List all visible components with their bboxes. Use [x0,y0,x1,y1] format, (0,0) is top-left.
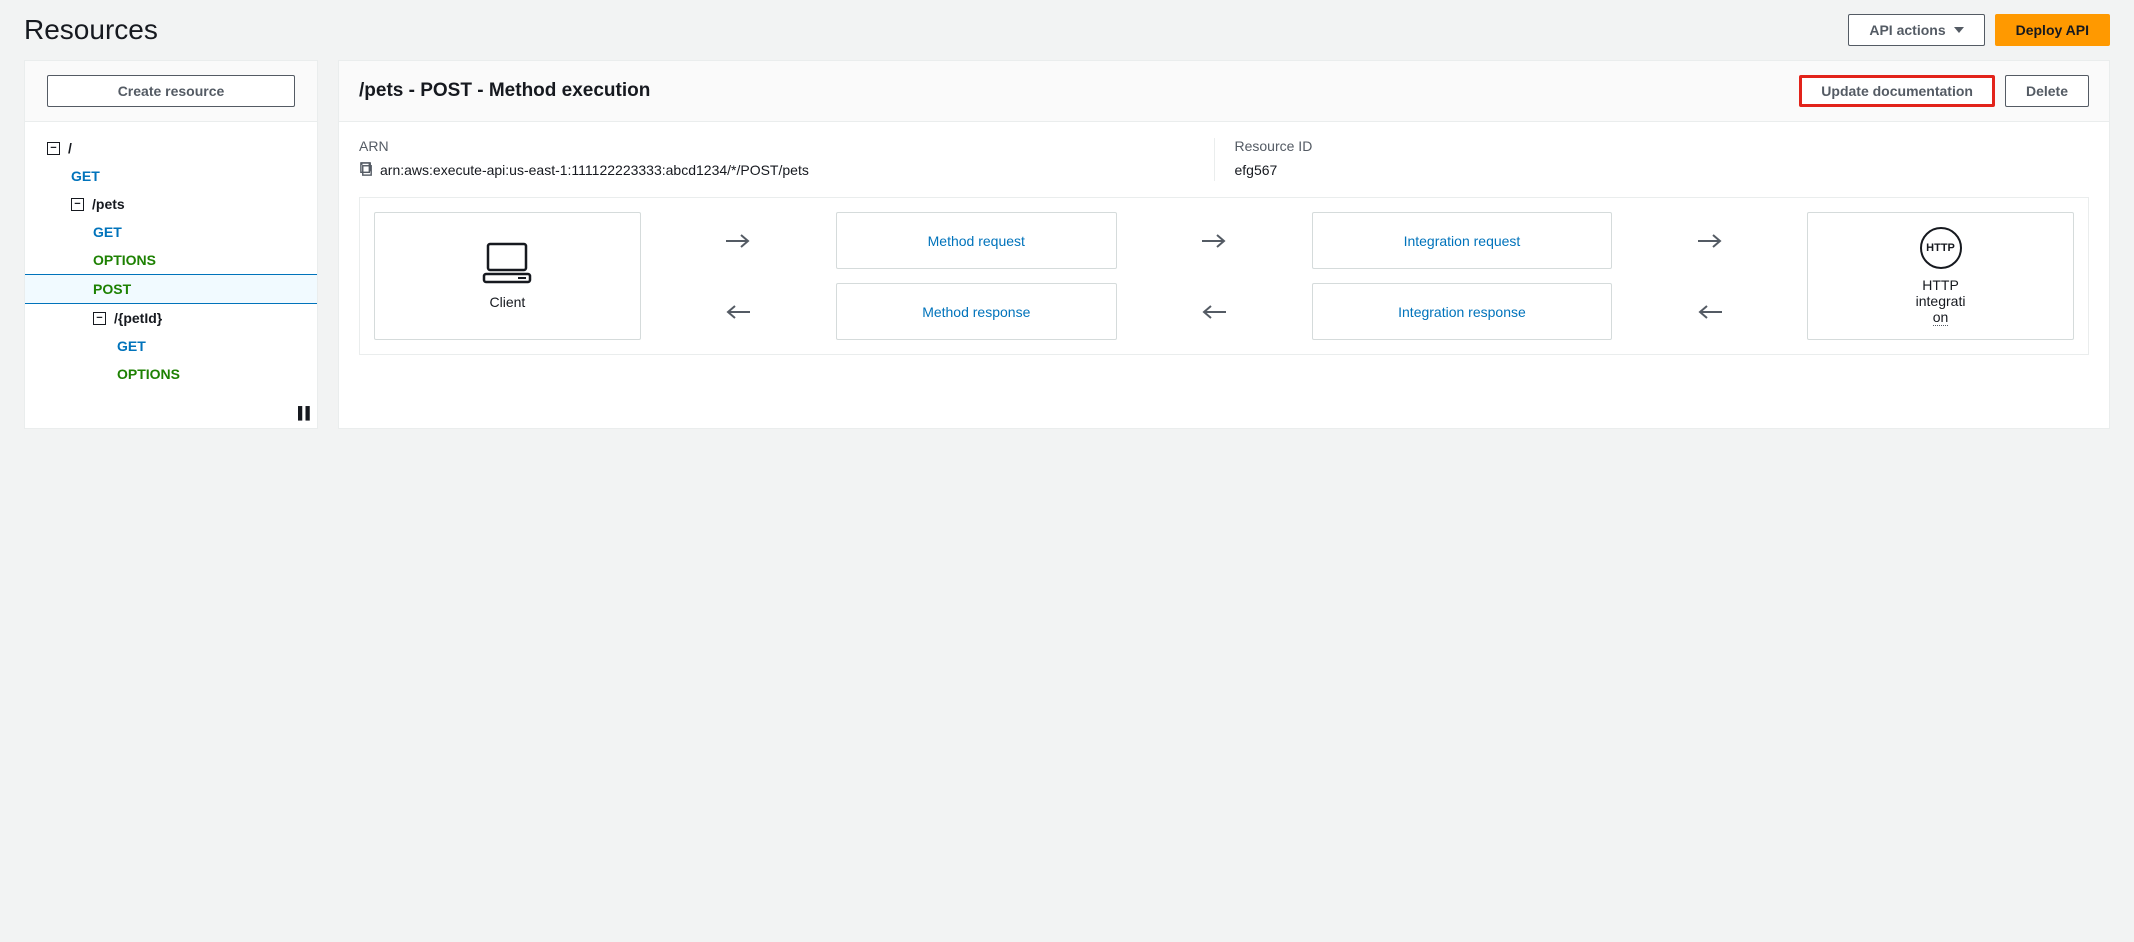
tree-node-pets[interactable]: − /pets [25,190,317,218]
method-response-card[interactable]: Method response [836,283,1117,340]
collapse-icon[interactable]: − [93,312,106,325]
flow-http-card: HTTP HTTP integrati on [1807,212,2074,340]
resource-id-label: Resource ID [1235,138,2070,154]
tree-node-root[interactable]: − / [25,134,317,162]
create-resource-button[interactable]: Create resource [47,75,295,107]
copy-icon[interactable] [359,162,374,177]
tree-method-post[interactable]: POST [25,274,317,304]
integration-request-card[interactable]: Integration request [1312,212,1613,269]
arrow-right-icon [1622,212,1797,269]
client-label: Client [490,294,526,310]
tree-node-label: /{petId} [114,310,162,326]
sidebar-top: Create resource [25,61,317,122]
http-label: HTTP integrati on [1916,277,1966,325]
update-documentation-button[interactable]: Update documentation [1799,75,1995,107]
arrow-left-icon [651,283,826,340]
arn-label: ARN [359,138,1194,154]
arn-section: ARN arn:aws:execute-api:us-east-1:111122… [359,138,1214,181]
method-request-card[interactable]: Method request [836,212,1117,269]
tree-method-options[interactable]: OPTIONS [25,246,317,274]
collapse-icon[interactable]: − [47,142,60,155]
tree-method-options[interactable]: OPTIONS [25,360,317,388]
collapse-icon[interactable]: − [71,198,84,211]
method-response-link: Method response [922,304,1030,320]
resource-id-section: Resource ID efg567 [1214,138,2090,181]
integration-response-link: Integration response [1398,304,1526,320]
execution-flow: Client Method request Integration reques… [359,197,2089,355]
api-actions-button[interactable]: API actions [1848,14,1984,46]
resource-id-value: efg567 [1235,160,1278,181]
resources-sidebar: Create resource − / GET − /pets GET OPTI… [24,60,318,429]
arn-value: arn:aws:execute-api:us-east-1:1111222233… [380,160,809,181]
method-info: ARN arn:aws:execute-api:us-east-1:111122… [339,122,2109,197]
tree-node-label: /pets [92,196,125,212]
tree-method-get[interactable]: GET [25,332,317,360]
page-header: Resources API actions Deploy API [24,14,2110,46]
arrow-left-icon [1622,283,1797,340]
resize-handle-icon[interactable]: ▌▌ [298,406,313,420]
tree-method-get[interactable]: GET [25,162,317,190]
api-actions-label: API actions [1869,22,1945,38]
method-detail-panel: /pets - POST - Method execution Update d… [338,60,2110,429]
caret-down-icon [1954,27,1964,33]
page-title: Resources [24,14,158,46]
header-actions: API actions Deploy API [1848,14,2110,46]
arrow-right-icon [651,212,826,269]
http-icon: HTTP [1920,227,1962,269]
method-header-actions: Update documentation Delete [1799,75,2089,107]
method-header: /pets - POST - Method execution Update d… [339,61,2109,122]
integration-response-card[interactable]: Integration response [1312,283,1613,340]
arrow-left-icon [1127,283,1302,340]
flow-client-card: Client [374,212,641,340]
client-icon [482,242,532,284]
resource-tree: − / GET − /pets GET OPTIONS POST − /{pet… [25,122,317,428]
deploy-api-button[interactable]: Deploy API [1995,14,2110,46]
arrow-right-icon [1127,212,1302,269]
tree-method-get[interactable]: GET [25,218,317,246]
method-title: /pets - POST - Method execution [359,80,650,102]
delete-button[interactable]: Delete [2005,75,2089,107]
integration-request-link: Integration request [1404,233,1521,249]
tree-node-petid[interactable]: − /{petId} [25,304,317,332]
method-request-link: Method request [928,233,1025,249]
tree-node-label: / [68,140,72,156]
